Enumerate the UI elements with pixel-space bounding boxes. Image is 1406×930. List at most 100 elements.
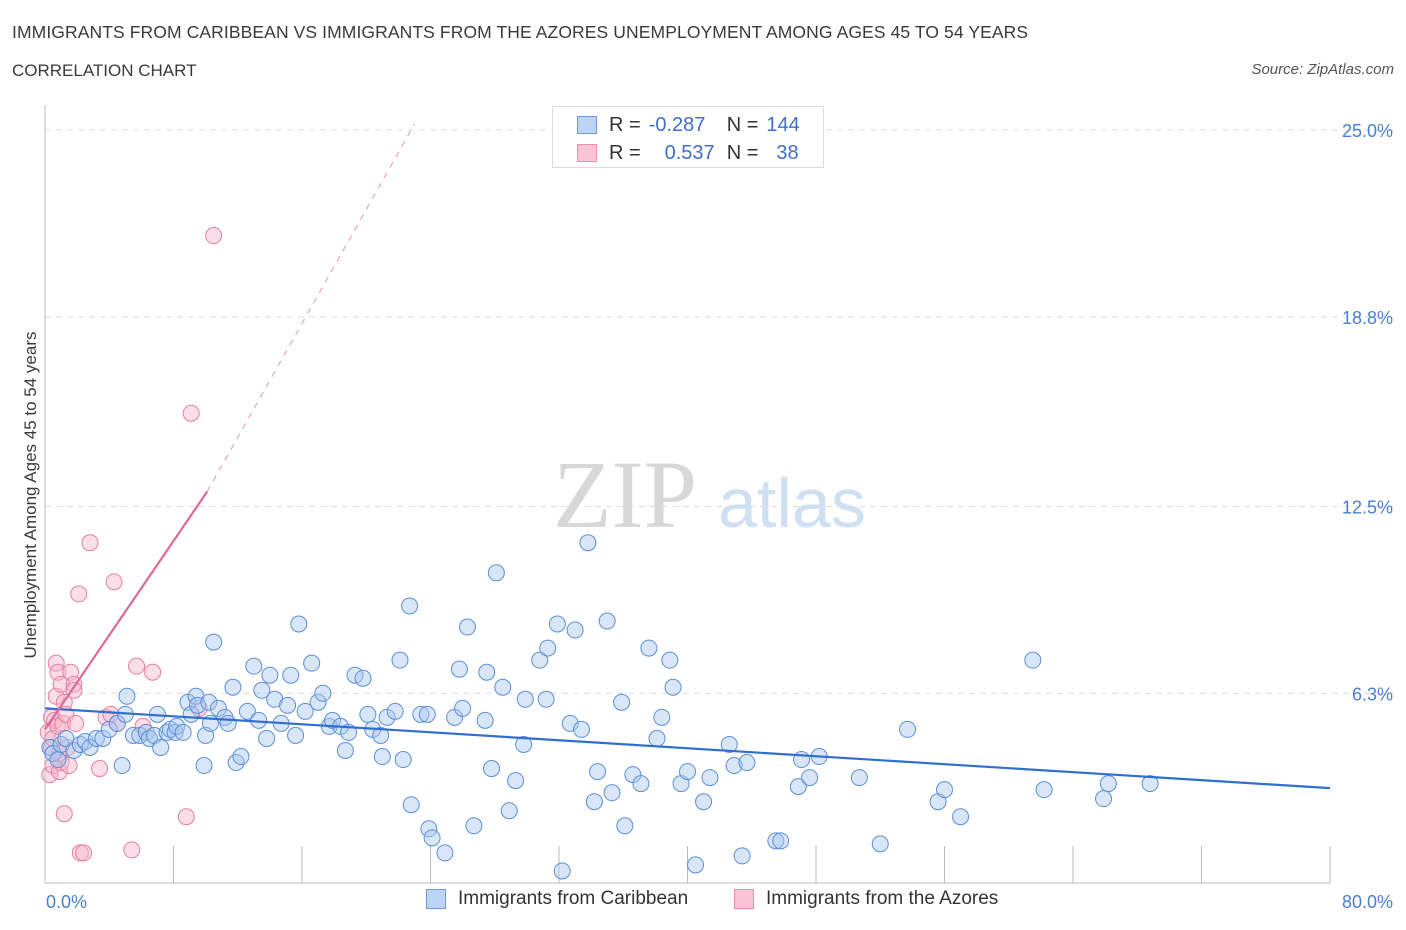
caribbean-point [566,621,584,639]
azores-point [91,760,109,778]
n-value: 144 [766,113,800,136]
caribbean-point [140,729,158,747]
azores-trend-line [44,490,209,731]
caribbean-point [553,862,571,880]
caribbean-point [224,678,242,696]
azores-point [75,844,93,862]
caribbean-point [359,705,377,723]
legend-item-azores: Immigrants from the Azores [734,888,998,910]
caribbean-point [871,835,889,853]
caribbean-point [850,769,868,787]
azores-point [144,663,162,681]
caribbean-point [548,615,566,633]
caribbean-point [1024,651,1042,669]
caribbean-point [537,690,555,708]
caribbean-point [516,690,534,708]
azores-point [49,717,67,735]
caribbean-point [174,723,192,741]
r-label: R = [609,113,641,136]
caribbean-point [373,748,391,766]
caribbean-point [789,778,807,796]
caribbean-point [314,684,332,702]
caribbean-point [354,669,372,687]
caribbean-point [585,793,603,811]
r-value: 0.537 [664,141,715,164]
azores-point [55,805,73,823]
chart-title: IMMIGRANTS FROM CARIBBEAN VS IMMIGRANTS … [12,22,1029,42]
caribbean-point [801,769,819,787]
caribbean-point [94,729,112,747]
azores-point [177,808,195,826]
caribbean-point [287,726,305,744]
series-legend: Immigrants from Caribbean Immigrants fro… [0,888,1406,918]
caribbean-point [653,708,671,726]
caribbean-points [41,534,1159,880]
caribbean-point [598,612,616,630]
watermark: ZIP atlas [553,441,866,548]
x-tick-labels: 0.0% 80.0% [46,892,1393,912]
y-tick-label: 12.5% [1342,498,1393,518]
caribbean-point [372,726,390,744]
caribbean-point [952,808,970,826]
caribbean-point [1035,781,1053,799]
caribbean-point [205,633,223,651]
legend-label-azores: Immigrants from the Azores [766,888,999,909]
caribbean-point [402,796,420,814]
caribbean-point [57,729,75,747]
caribbean-point [936,781,953,799]
caribbean-point [436,844,454,862]
r-label: R = [609,141,641,164]
azores-point [41,766,59,784]
caribbean-point [458,618,476,636]
caribbean-point [1095,790,1113,808]
caribbean-point [515,735,533,753]
caribbean-point [296,702,314,720]
azores-trend-extension [206,123,415,492]
grid-lines [45,129,1395,694]
azores-point [70,585,88,603]
caribbean-point [189,696,207,714]
caribbean-point [589,763,607,781]
caribbean-point [500,802,518,820]
legend-item-caribbean: Immigrants from Caribbean [426,888,688,910]
caribbean-point [245,657,263,675]
caribbean-point [238,702,256,720]
caribbean-point [261,666,279,684]
caribbean-point [687,856,705,874]
caribbean-point [290,615,308,633]
caribbean-point [391,651,409,669]
caribbean-point [613,693,631,711]
caribbean-point [899,720,917,738]
trend-lines [44,123,1331,790]
caribbean-point [1141,775,1159,793]
caribbean-point [200,693,218,711]
caribbean-point [738,754,756,772]
caribbean-point [476,711,494,729]
caribbean-point [49,751,67,769]
caribbean-point [701,769,719,787]
caribbean-point [603,784,621,802]
azores-point [67,714,85,732]
caribbean-point [420,820,438,838]
caribbean-point [258,729,276,747]
x-tick-label: 80.0% [1342,892,1393,912]
caribbean-point [632,775,650,793]
y-tick-label: 18.8% [1342,308,1393,328]
caribbean-point [648,729,666,747]
caribbean-point [386,702,404,720]
azores-point [102,705,120,723]
caribbean-point [579,534,597,552]
caribbean-point [539,639,557,657]
caribbean-point [661,651,679,669]
azores-legend-swatch [734,889,754,909]
caribbean-point [118,687,136,705]
caribbean-trend-line [44,707,1331,790]
caribbean-point [640,639,658,657]
caribbean-point [695,793,713,811]
azores-point [182,404,200,422]
caribbean-point [195,757,213,775]
caribbean-point [336,741,354,759]
y-tick-label: 25.0% [1342,121,1393,141]
caribbean-point [81,738,99,756]
